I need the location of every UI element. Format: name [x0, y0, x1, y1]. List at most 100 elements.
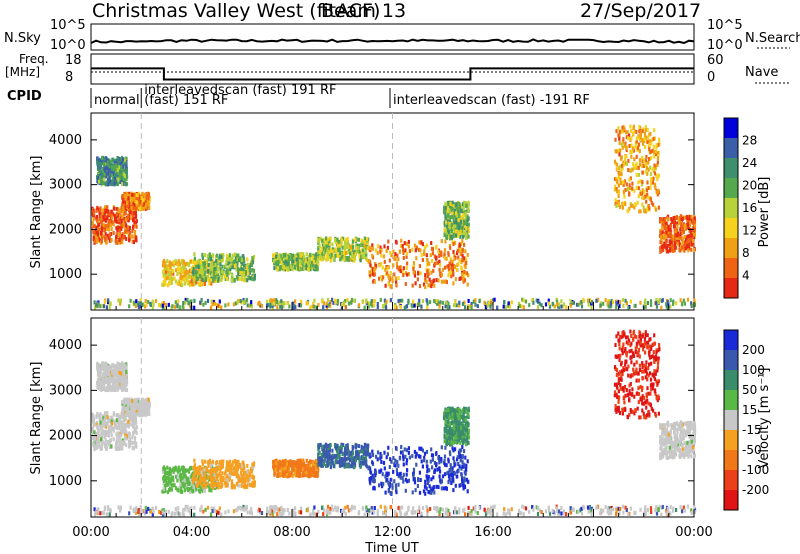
- data-cell: [179, 276, 182, 281]
- data-cell: [206, 253, 209, 258]
- data-cell: [177, 259, 180, 264]
- data-cell: [317, 248, 320, 252]
- data-cell: [118, 237, 121, 242]
- data-cell: [324, 247, 327, 252]
- data-cell: [180, 279, 183, 284]
- data-cell: [240, 266, 243, 271]
- data-cell: [112, 437, 115, 442]
- data-cell: [273, 301, 276, 306]
- data-cell: [682, 298, 685, 303]
- data-cell: [160, 303, 163, 308]
- data-cell: [111, 179, 114, 184]
- data-cell: [681, 245, 684, 250]
- data-cell: [95, 414, 98, 419]
- data-cell: [635, 129, 638, 134]
- data-cell: [122, 199, 125, 204]
- data-cell: [446, 224, 449, 229]
- data-cell: [630, 149, 633, 154]
- data-cell: [100, 231, 103, 235]
- data-cell: [673, 238, 676, 242]
- data-cell: [461, 228, 464, 233]
- data-cell: [198, 273, 201, 278]
- data-cell: [665, 229, 668, 234]
- data-cell: [338, 239, 341, 244]
- data-cell: [97, 223, 100, 228]
- data-cell: [343, 244, 346, 249]
- data-cell: [246, 263, 249, 268]
- data-cell: [98, 444, 101, 449]
- data-cell: [417, 271, 420, 276]
- data-cell: [431, 251, 434, 256]
- data-cell: [233, 278, 236, 283]
- data-cell: [218, 253, 221, 258]
- data-cell: [690, 237, 693, 242]
- data-cell: [689, 230, 692, 235]
- data-cell: [637, 194, 640, 199]
- data-cell: [665, 302, 668, 306]
- data-cell: [673, 220, 676, 225]
- data-cell: [116, 165, 119, 170]
- data-cell: [245, 298, 248, 302]
- data-cell: [407, 298, 410, 303]
- data-cell: [670, 217, 673, 221]
- data-cell: [627, 186, 630, 191]
- data-cell: [644, 301, 647, 305]
- data-cell: [417, 247, 421, 252]
- data-cell: [447, 267, 451, 272]
- data-cell: [293, 257, 296, 262]
- data-cell: [676, 231, 679, 236]
- data-cell: [186, 297, 189, 302]
- data-cell: [670, 236, 673, 241]
- data-cell: [132, 430, 135, 435]
- data-cell: [238, 256, 242, 261]
- data-cell: [431, 247, 434, 252]
- data-cell: [446, 208, 449, 213]
- data-cell: [444, 239, 447, 244]
- data-cell: [133, 211, 136, 215]
- data-cell: [679, 214, 682, 219]
- data-cell: [447, 202, 450, 207]
- data-cell: [627, 159, 630, 163]
- data-cell: [631, 167, 634, 172]
- data-cell: [331, 249, 334, 254]
- data-cell: [220, 305, 223, 310]
- data-cell: [115, 232, 118, 237]
- data-cell: [100, 445, 103, 450]
- data-cell: [360, 238, 363, 243]
- data-cell: [420, 253, 423, 257]
- data-cell: [212, 266, 215, 271]
- data-cell: [643, 139, 646, 144]
- data-cell: [452, 214, 455, 219]
- data-cell: [108, 179, 112, 184]
- data-cell: [681, 231, 684, 236]
- data-cell: [284, 259, 287, 264]
- data-cell: [582, 297, 585, 302]
- data-cell: [445, 220, 448, 225]
- data-cell: [617, 148, 620, 153]
- data-cell: [134, 304, 138, 308]
- data-cell: [305, 263, 308, 268]
- data-cell: [369, 263, 372, 268]
- data-cell: [365, 298, 368, 303]
- data-cell: [393, 304, 396, 309]
- data-cell: [685, 223, 688, 228]
- data-cell: [125, 227, 128, 232]
- data-cell: [221, 258, 224, 263]
- data-cell: [338, 243, 342, 248]
- data-cell: [99, 211, 102, 216]
- data-cell: [121, 220, 124, 225]
- data-cell: [201, 255, 204, 260]
- data-cell: [682, 230, 685, 234]
- data-cell: [166, 259, 169, 264]
- data-cell: [467, 273, 470, 278]
- data-cell: [132, 405, 135, 410]
- data-cell: [635, 136, 638, 141]
- data-cell: [427, 283, 430, 288]
- data-cell: [458, 201, 461, 206]
- data-cell: [641, 191, 644, 196]
- data-cell: [225, 276, 228, 281]
- data-cell: [451, 206, 454, 211]
- data-cell: [669, 224, 672, 228]
- data-cell: [92, 217, 95, 221]
- data-cell: [99, 214, 102, 219]
